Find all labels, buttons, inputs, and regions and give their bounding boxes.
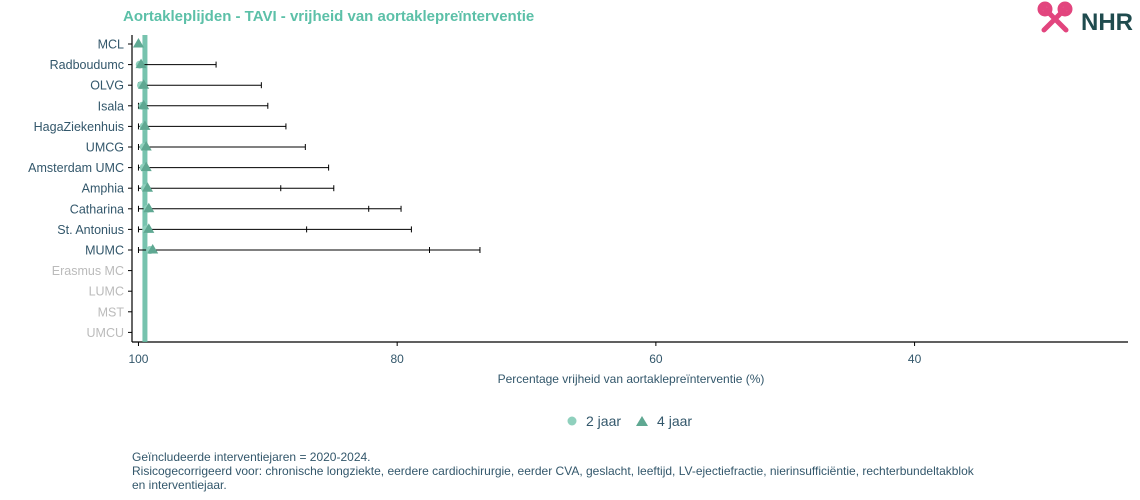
point-4-jaar xyxy=(140,161,152,172)
y-tick-label: MUMC xyxy=(85,244,124,258)
y-tick-label: MCL xyxy=(98,38,124,52)
legend-item-4-jaar: 4 jaar xyxy=(635,413,692,429)
chart-title: Aortakleplijden - TAVI - vrijheid van ao… xyxy=(123,8,535,25)
point-4-jaar xyxy=(138,79,150,89)
legend-label-4-jaar: 4 jaar xyxy=(657,413,693,429)
data-points xyxy=(132,38,159,254)
y-tick-label: Catharina xyxy=(70,202,124,216)
point-4-jaar xyxy=(143,223,155,233)
logo-text: NHR xyxy=(1081,9,1133,36)
y-tick-label: St. Antonius xyxy=(57,223,124,237)
y-tick-label: OLVG xyxy=(90,79,124,93)
y-tick-label: LUMC xyxy=(89,285,124,299)
point-4-jaar xyxy=(132,38,144,48)
point-4-jaar xyxy=(140,141,152,151)
point-4-jaar xyxy=(147,244,159,254)
point-4-jaar xyxy=(143,202,155,213)
y-tick-label: Amsterdam UMC xyxy=(28,161,124,175)
x-tick-label: 100 xyxy=(128,352,148,366)
y-tick-label: Isala xyxy=(98,99,124,113)
y-tick-label: UMCU xyxy=(87,326,125,340)
y-tick-label: UMCG xyxy=(86,141,124,155)
x-tick-label: 40 xyxy=(908,352,922,366)
triangle-marker-icon xyxy=(636,416,649,426)
y-tick-labels: MCL Radboudumc OLVG Isala HagaZiekenhuis UMCG… xyxy=(28,38,124,340)
legend-item-2-jaar: 2 jaar xyxy=(566,413,621,429)
y-tick-label: Radboudumc xyxy=(50,58,124,72)
nhr-logo: NHR xyxy=(1037,1,1133,36)
x-tick-labels: 100 80 60 40 xyxy=(128,352,921,366)
point-4-jaar xyxy=(135,58,147,69)
footnote-risk-adjustment-cont: en interventiejaar. xyxy=(132,478,227,492)
logo-heart-icon xyxy=(1037,1,1073,33)
error-bars xyxy=(137,61,481,253)
y-tick-label: MST xyxy=(98,305,125,319)
x-axis-label: Percentage vrijheid van aortaklepreïnter… xyxy=(498,372,765,386)
circle-marker-icon xyxy=(567,416,577,426)
point-4-jaar xyxy=(142,182,154,192)
chart-plot: MCL Radboudumc OLVG Isala HagaZiekenhuis UMCG… xyxy=(28,35,1128,386)
legend: 2 jaar 4 jaar xyxy=(566,413,706,429)
footnote-risk-adjustment: Risicogecorrigeerd voor: chronische long… xyxy=(132,464,974,478)
y-tick-label: HagaZiekenhuis xyxy=(34,120,124,134)
point-4-jaar xyxy=(139,120,151,130)
y-tick-label: Erasmus MC xyxy=(52,264,124,278)
point-4-jaar xyxy=(138,99,150,110)
x-tick-label: 80 xyxy=(390,352,404,366)
footnote-years: Geïncludeerde interventiejaren = 2020-20… xyxy=(132,450,371,464)
x-tick-label: 60 xyxy=(649,352,663,366)
axes xyxy=(128,35,1128,346)
legend-label-2-jaar: 2 jaar xyxy=(586,413,622,429)
footnotes: Geïncludeerde interventiejaren = 2020-20… xyxy=(132,450,974,492)
y-tick-label: Amphia xyxy=(82,182,124,196)
